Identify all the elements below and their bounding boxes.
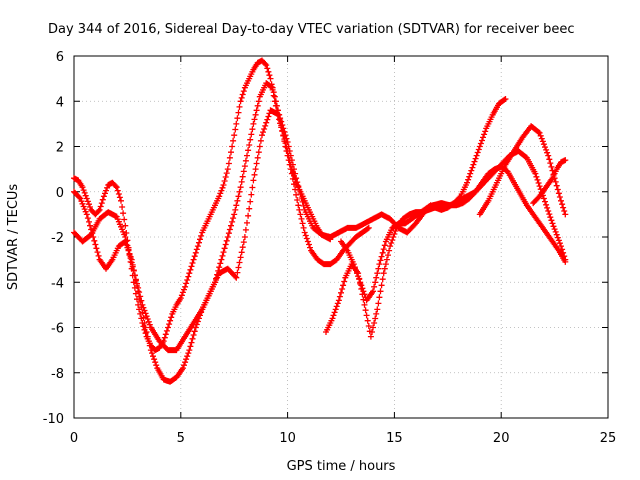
x-axis-ticks: 0 5 10 15 20 25: [70, 56, 616, 446]
x-tick-label: 25: [600, 431, 617, 446]
series-7: [530, 157, 569, 207]
series-7-markers: [530, 157, 569, 207]
series-5-markers: [338, 163, 569, 304]
series-2-markers: [71, 80, 372, 385]
y-tick-label: -2: [51, 231, 64, 246]
x-axis-label: GPS time / hours: [287, 459, 396, 474]
x-tick-label: 20: [493, 431, 510, 446]
x-tick-label: 0: [70, 431, 78, 446]
y-axis-label: SDTVAR / TECUs: [6, 184, 21, 291]
y-tick-label: 4: [56, 95, 64, 110]
y-axis-ticks: -10 -8 -6 -4 -2 0 2 4 6: [43, 50, 608, 427]
y-tick-label: 0: [56, 186, 64, 201]
series-2: [71, 80, 372, 385]
data-points: [71, 57, 569, 385]
y-tick-label: -10: [43, 412, 64, 427]
x-tick-label: 5: [177, 431, 185, 446]
series-6-markers: [476, 123, 569, 218]
chart-title: Day 344 of 2016, Sidereal Day-to-day VTE…: [48, 22, 575, 37]
series-3-markers: [71, 107, 569, 354]
series-6: [476, 123, 569, 218]
y-tick-label: 6: [56, 50, 64, 65]
y-tick-label: -4: [51, 276, 64, 291]
series-3: [71, 107, 569, 354]
x-tick-label: 10: [279, 431, 296, 446]
y-tick-label: -6: [51, 322, 64, 337]
y-tick-label: 2: [56, 141, 64, 156]
y-tick-label: -8: [51, 367, 64, 382]
grid: [74, 56, 608, 418]
series-5: [338, 163, 569, 304]
x-tick-label: 15: [386, 431, 403, 446]
